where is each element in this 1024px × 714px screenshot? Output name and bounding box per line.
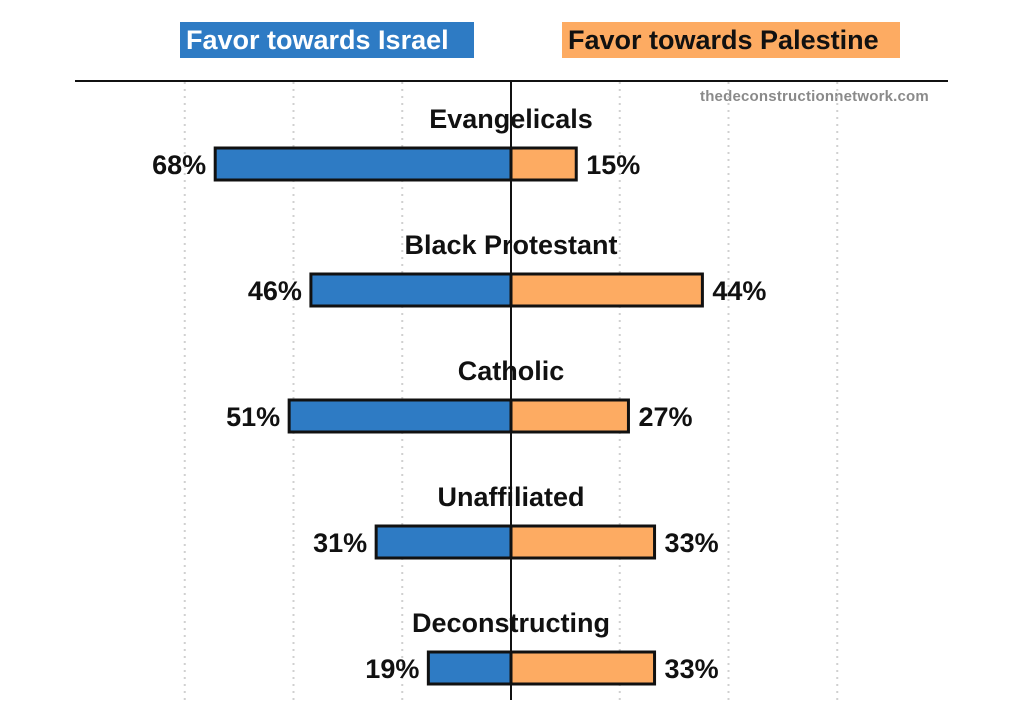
value-label-israel: 68% <box>152 150 206 180</box>
value-label-palestine: 15% <box>586 150 640 180</box>
category-label: Deconstructing <box>412 608 610 638</box>
legend-palestine: Favor towards Palestine <box>562 22 900 58</box>
bar-palestine <box>509 272 704 308</box>
labels: Evangelicals 68% 15% Black Protestant 46% 44%… <box>152 104 766 684</box>
value-label-palestine: 33% <box>665 528 719 558</box>
bar-palestine <box>509 524 657 560</box>
value-label-palestine: 27% <box>638 402 692 432</box>
bar-israel <box>287 398 513 434</box>
bar-palestine <box>509 650 657 686</box>
value-label-israel: 31% <box>313 528 367 558</box>
value-label-israel: 51% <box>226 402 280 432</box>
category-label: Black Protestant <box>404 230 617 260</box>
value-label-palestine: 44% <box>712 276 766 306</box>
value-label-israel: 19% <box>365 654 419 684</box>
bar-palestine <box>509 146 578 182</box>
value-label-palestine: 33% <box>665 654 719 684</box>
bar-israel <box>213 146 513 182</box>
bars <box>213 146 704 686</box>
category-label: Unaffiliated <box>437 482 584 512</box>
category-label: Evangelicals <box>429 104 593 134</box>
legend-israel-label: Favor towards Israel <box>186 25 449 55</box>
grid-lines <box>183 82 839 700</box>
bar-palestine <box>509 398 630 434</box>
legend-israel: Favor towards Israel <box>180 22 474 58</box>
category-label: Catholic <box>458 356 565 386</box>
bar-israel <box>309 272 513 308</box>
legend-palestine-label: Favor towards Palestine <box>568 25 879 55</box>
watermark: thedeconstructionnetwork.com <box>700 88 929 105</box>
bar-israel <box>374 524 513 560</box>
value-label-israel: 46% <box>248 276 302 306</box>
bar-israel <box>426 650 513 686</box>
